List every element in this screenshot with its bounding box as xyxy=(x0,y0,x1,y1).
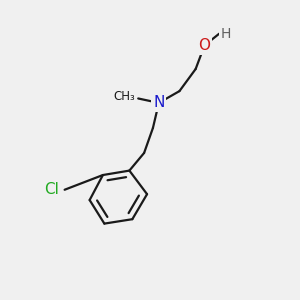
Text: N: N xyxy=(153,95,164,110)
Text: H: H xyxy=(221,27,231,41)
Text: Cl: Cl xyxy=(44,182,59,197)
Text: CH₃: CH₃ xyxy=(113,91,135,103)
Text: O: O xyxy=(199,38,211,53)
